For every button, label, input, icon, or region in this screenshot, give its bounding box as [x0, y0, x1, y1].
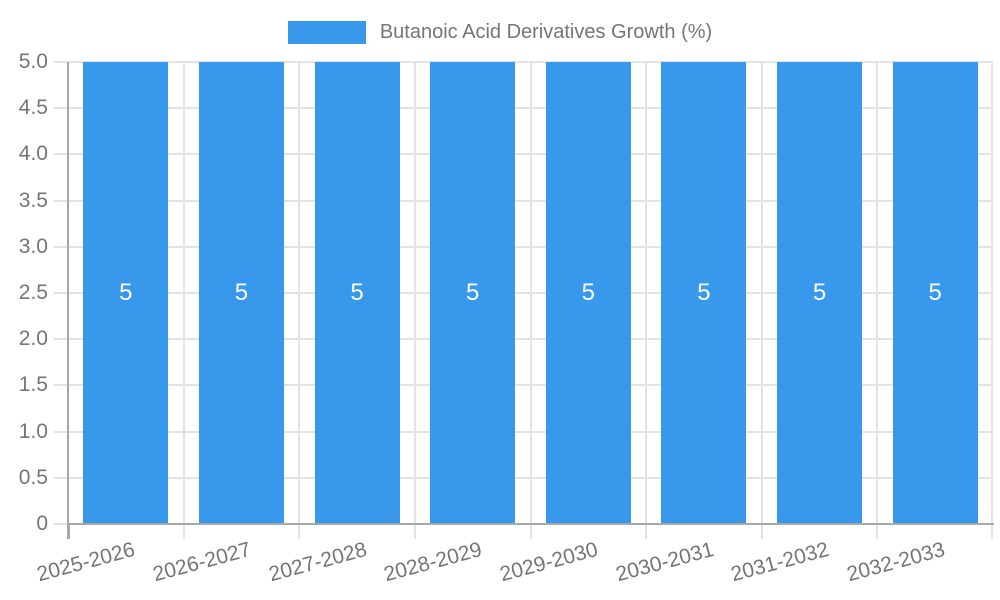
y-axis: 0 0.5 1.0 1.5 2.0 2.5 3.0 3.5 4.0 4.5 5.0: [0, 50, 68, 535]
y-tick-mark: [54, 476, 68, 479]
plot-area: 5 5 5 5 5 5 5 5: [68, 61, 993, 524]
x-tick-label: 2028-2029: [381, 538, 485, 587]
bar[interactable]: 5: [430, 62, 516, 524]
x-tick-mark: [645, 524, 648, 539]
y-tick-mark: [54, 153, 68, 156]
x-tick-label: 2032-2033: [844, 538, 948, 587]
x-tick-label: 2025-2026: [34, 538, 138, 587]
y-tick-label: 0: [36, 512, 48, 535]
x-axis-line: [67, 523, 994, 525]
x-tick-label: 2031-2032: [728, 538, 832, 587]
y-tick-label: 2.0: [18, 327, 48, 351]
y-tick-mark: [54, 245, 68, 248]
x-tick-mark: [991, 524, 993, 539]
y-tick-label: 4.5: [18, 96, 48, 120]
bar-value-label: 5: [234, 279, 249, 306]
y-tick-label: 2.5: [18, 281, 48, 304]
x-tick-mark: [413, 524, 416, 539]
x-tick-mark: [529, 524, 532, 539]
y-tick-mark: [54, 338, 68, 341]
bar-value-label: 5: [119, 279, 133, 306]
legend-swatch: [287, 20, 366, 44]
gridline-vertical: [991, 62, 993, 524]
bar[interactable]: 5: [314, 62, 400, 524]
gridline-vertical: [760, 62, 763, 524]
x-tick-mark: [760, 524, 763, 539]
gridline-vertical: [413, 62, 416, 524]
y-tick-label: 4.0: [18, 142, 48, 166]
y-tick-mark: [54, 523, 68, 525]
gridline-vertical: [645, 62, 648, 524]
y-tick-mark: [54, 430, 68, 433]
y-tick-mark: [54, 292, 68, 294]
bar[interactable]: 5: [661, 62, 747, 524]
gridline-vertical: [182, 62, 185, 524]
x-tick-mark: [68, 524, 70, 539]
x-tick-mark: [298, 524, 301, 539]
bar[interactable]: 5: [83, 62, 169, 524]
legend[interactable]: Butanoic Acid Derivatives Growth (%): [0, 20, 1000, 44]
y-tick-label: 3.0: [18, 234, 48, 258]
bar-value-label: 5: [697, 279, 711, 306]
x-tick-label: 2026-2027: [150, 538, 254, 587]
bar[interactable]: 5: [777, 62, 863, 524]
bar[interactable]: 5: [892, 62, 978, 524]
gridline-vertical: [529, 62, 532, 524]
y-tick-label: 1.5: [18, 373, 48, 397]
y-tick-mark: [54, 384, 68, 387]
y-tick-label: 5.0: [18, 50, 48, 73]
y-tick-mark: [54, 107, 68, 110]
x-tick-label: 2029-2030: [497, 538, 601, 587]
y-tick-label: 1.0: [18, 419, 48, 443]
x-tick-label: 2027-2028: [266, 538, 370, 587]
x-tick-label: 2030-2031: [612, 538, 716, 587]
x-axis: 2025-2026 2026-2027 2027-2028 2028-2029 2029…: [35, 524, 993, 600]
gridline-vertical: [876, 62, 879, 524]
bar-value-label: 5: [581, 279, 595, 306]
y-tick-label: 0.5: [18, 465, 48, 489]
y-tick-mark: [54, 61, 68, 63]
bar[interactable]: 5: [198, 62, 284, 524]
y-axis-line: [67, 62, 69, 539]
gridline-vertical: [298, 62, 301, 524]
bar-value-label: 5: [350, 279, 364, 306]
legend-label: Butanoic Acid Derivatives Growth (%): [379, 20, 713, 43]
y-tick-label: 3.5: [18, 188, 48, 212]
x-tick-mark: [182, 524, 185, 539]
bar-value-label: 5: [466, 279, 480, 306]
bar-value-label: 5: [928, 279, 942, 306]
y-tick-mark: [54, 199, 68, 202]
bar-value-label: 5: [812, 279, 827, 306]
x-tick-mark: [876, 524, 879, 539]
bar[interactable]: 5: [545, 62, 631, 524]
